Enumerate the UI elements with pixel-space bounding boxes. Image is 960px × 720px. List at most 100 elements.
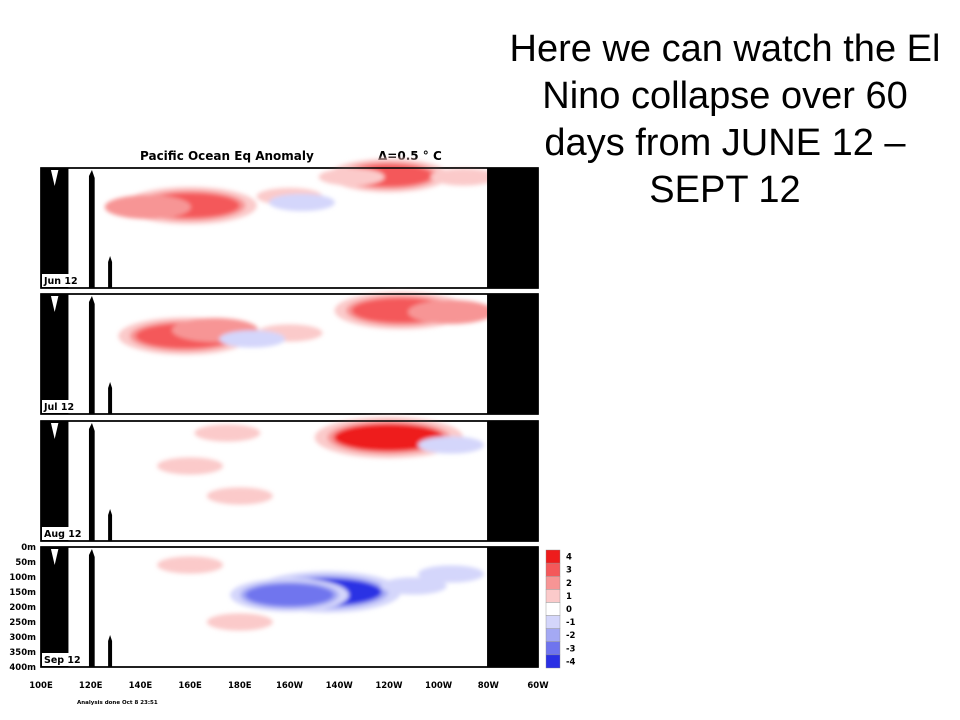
colorbar-swatch [545,654,561,669]
longitude-tick-label: 80W [478,681,500,691]
panel-border [40,546,539,668]
longitude-axis: 100E 120E 140E 160E 180E 160W 140W 120W 100W 80W 6… [29,681,549,691]
colorbar-swatch [545,562,561,577]
anomaly-blob [412,302,490,322]
slide-title: Here we can watch the El Nino collapse o… [509,28,941,211]
anomaly-field [157,416,485,505]
anomaly-blob [380,577,447,595]
land-gap [50,296,59,312]
colorbar-label: 2 [566,579,572,589]
colorbar-label: 1 [566,592,572,602]
anomaly-field [157,556,485,631]
depth-axis: 0m 50m 100m 150m 200m 250m 300m 350m 400m [9,543,36,673]
land-west-edge [60,294,69,414]
land-gap [50,423,59,439]
land-spike-1 [88,296,95,414]
depth-tick-label: 100m [9,573,36,583]
anomaly-blob [194,424,261,442]
colorbar-label: 4 [566,553,572,563]
anomaly-blob [157,457,224,475]
longitude-tick-label: 60W [527,681,549,691]
colorbar-swatch [545,549,561,564]
longitude-tick-label: 100E [29,681,53,691]
land-east [487,168,538,288]
anomaly-field [118,291,495,355]
land-spike-2 [108,635,113,667]
depth-tick-label: 250m [9,618,36,628]
depth-tick-label: 300m [9,633,36,643]
panel: Sep 12 [40,546,539,668]
land-east [487,421,538,541]
anomaly-blob [418,565,485,583]
anomaly-blob [245,583,334,607]
panel: Aug 12 [40,416,539,542]
anomaly-blob [268,193,335,212]
anomaly-blob [206,487,273,505]
anomaly-blob [333,423,444,452]
analysis-footnote: Analysis done Oct 8 23:51 [77,700,158,706]
panel-label: Jun 12 [43,276,78,287]
land-west-edge [60,168,69,288]
panel-label: Sep 12 [44,655,81,666]
anomaly-blob [430,168,497,186]
panel-label-box [42,400,84,413]
anomaly-blob [219,330,286,348]
land-east [487,547,538,667]
anomaly-blob [418,436,485,454]
longitude-tick-label: 120W [375,681,403,691]
longitude-tick-label: 140W [326,681,354,691]
colorbar-swatch [545,602,561,616]
colorbar-swatch [545,576,561,590]
panel-label-box [42,653,84,666]
panels-group: Jun 12 Jul 12 Aug 12 Sep 12 [40,158,539,668]
longitude-tick-label: 120E [79,681,103,691]
anomaly-blob [157,556,224,574]
panel: Jul 12 [40,291,539,415]
land-west-edge [60,547,69,667]
land-west-edge [60,421,69,541]
panel-frame [40,167,539,289]
longitude-tick-label: 160W [276,681,304,691]
panel: Jun 12 [40,158,539,289]
panel-label-box [42,527,84,540]
panel-border [40,420,539,542]
anomaly-blob [109,197,187,217]
colorbar-swatch [545,628,561,642]
panel-label: Jul 12 [43,402,74,413]
panel-label: Aug 12 [44,529,81,540]
colorbar-swatch [545,589,561,603]
land-spike-2 [108,256,113,288]
colorbar-label: -1 [566,618,576,628]
land-spike-1 [88,423,95,541]
longitude-tick-label: 180E [228,681,252,691]
colorbar-label: 0 [566,605,572,615]
land-spike-1 [88,170,95,288]
panel-border [40,293,539,415]
colorbar-label: -2 [566,631,576,641]
land-spike-2 [108,382,113,414]
land-gap [50,170,59,186]
longitude-tick-label: 140E [129,681,153,691]
depth-tick-label: 200m [9,603,36,613]
anomaly-blob [318,168,385,186]
colorbar-swatch [545,641,561,656]
land-spike-2 [108,509,113,541]
colorbar-label: -4 [566,657,576,667]
depth-tick-label: 400m [9,663,36,673]
panel-border [40,167,539,289]
colorbar: 4 3 2 1 0 -1 -2 -3 -4 [545,549,576,669]
anomaly-blob [206,613,273,631]
depth-tick-label: 50m [15,558,36,568]
depth-tick-label: 150m [9,588,36,598]
panel-label-box [42,274,84,287]
land-gap [50,549,59,565]
longitude-tick-label: 160E [178,681,202,691]
depth-tick-label: 0m [21,543,36,553]
land-spike-1 [88,549,95,667]
land-east [487,294,538,414]
colorbar-swatch [545,615,561,629]
longitude-tick-label: 100W [425,681,453,691]
colorbar-label: -3 [566,644,576,654]
colorbar-label: 3 [566,566,572,576]
